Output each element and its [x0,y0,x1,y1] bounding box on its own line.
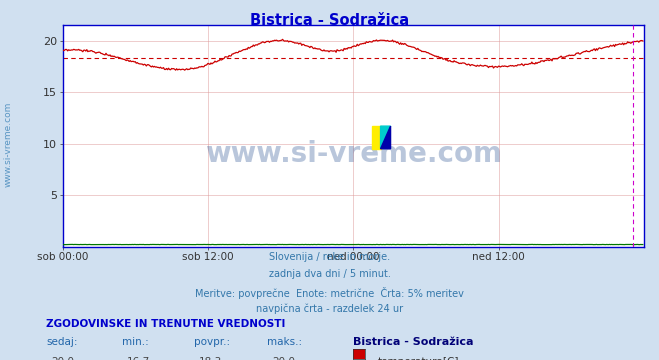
Text: maks.:: maks.: [267,337,302,347]
Text: povpr.:: povpr.: [194,337,231,347]
Text: Meritve: povprečne  Enote: metrične  Črta: 5% meritev: Meritve: povprečne Enote: metrične Črta:… [195,287,464,298]
Text: 16,7: 16,7 [127,357,150,360]
Text: Bistrica - Sodražica: Bistrica - Sodražica [353,337,473,347]
Text: zadnja dva dni / 5 minut.: zadnja dva dni / 5 minut. [269,269,390,279]
Text: 18,3: 18,3 [199,357,223,360]
Text: min.:: min.: [122,337,149,347]
Polygon shape [380,126,391,149]
Bar [372,126,380,149]
Polygon shape [380,126,391,149]
Text: www.si-vreme.com: www.si-vreme.com [4,101,13,187]
Text: temperatura[C]: temperatura[C] [378,357,459,360]
Text: sedaj:: sedaj: [46,337,78,347]
Text: 20,0: 20,0 [272,357,295,360]
Text: Bistrica - Sodražica: Bistrica - Sodražica [250,13,409,28]
Text: navpična črta - razdelek 24 ur: navpična črta - razdelek 24 ur [256,304,403,314]
Text: ZGODOVINSKE IN TRENUTNE VREDNOSTI: ZGODOVINSKE IN TRENUTNE VREDNOSTI [46,319,285,329]
Text: Slovenija / reke in morje.: Slovenija / reke in morje. [269,252,390,262]
Text: 20,0: 20,0 [51,357,74,360]
Text: www.si-vreme.com: www.si-vreme.com [205,140,501,168]
